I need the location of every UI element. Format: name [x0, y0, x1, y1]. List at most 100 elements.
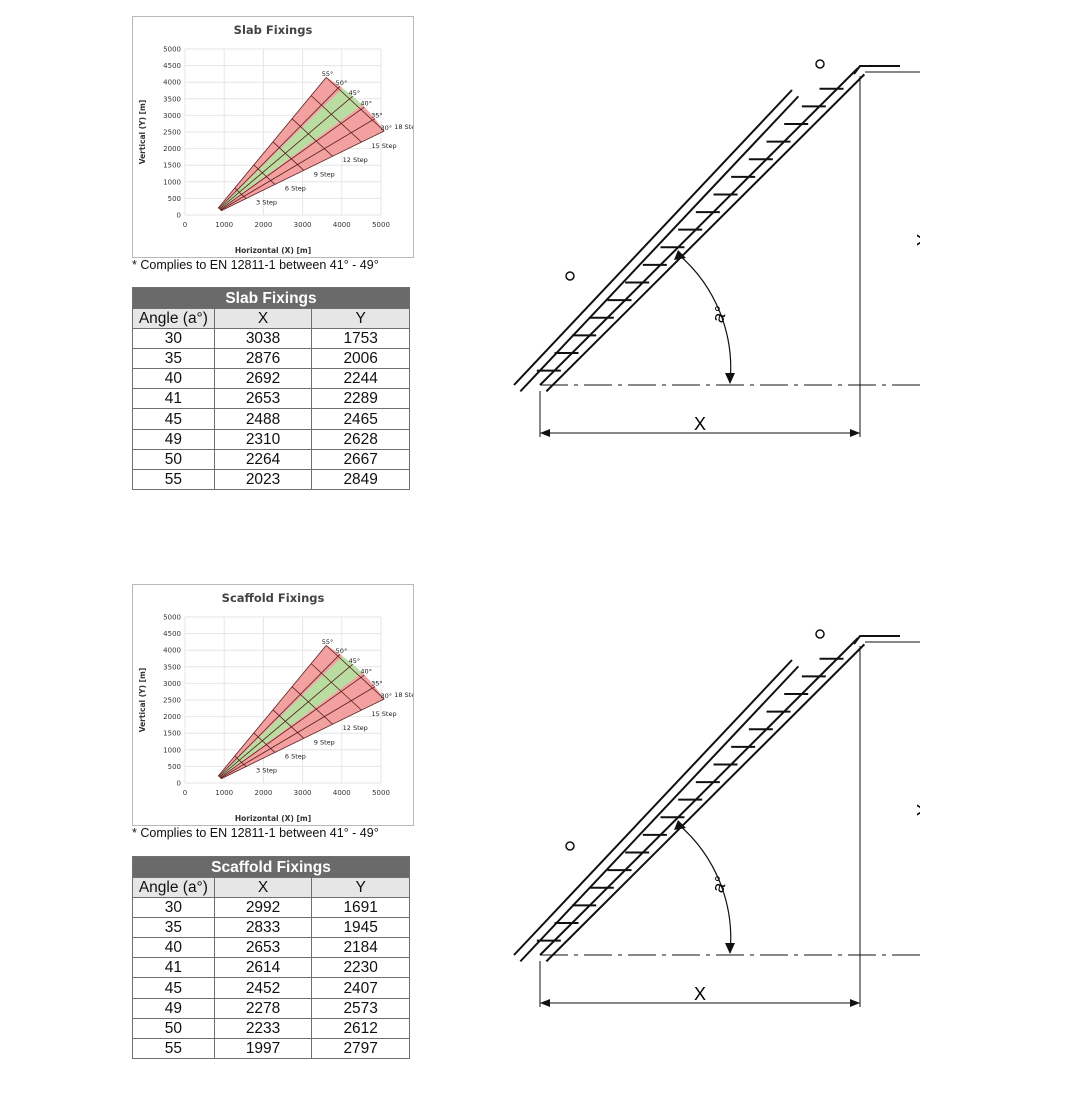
x-tick-label: 4000 [333, 221, 351, 229]
arrow-head [850, 999, 860, 1007]
diagram-angle-label: a° [708, 874, 731, 895]
x-tick-label: 1000 [215, 221, 233, 229]
y-tick-label: 2500 [163, 129, 181, 137]
scaffold-ladder-diagram: X Y a° [513, 629, 920, 1007]
arrow-head [540, 999, 550, 1007]
angle-label: 40° [360, 100, 372, 108]
cell-x: 2264 [213, 448, 313, 470]
cell-x: 2614 [213, 957, 313, 979]
scaffold-header-angle: Angle (a°) [132, 876, 215, 899]
top-fixing [853, 65, 900, 75]
arrow-head [674, 820, 686, 830]
x-tick-label: 1000 [215, 789, 233, 797]
angle-label: 40° [360, 668, 372, 676]
step-label: 9 Step [314, 738, 335, 746]
step-label: 9 Step [314, 170, 335, 178]
ladder-rail [519, 95, 800, 393]
cell-angle: 45 [132, 977, 215, 999]
step-line [325, 645, 385, 700]
step-label: 15 Step [371, 710, 396, 718]
cell-x: 2233 [213, 1017, 313, 1039]
cell-x: 2488 [213, 408, 313, 430]
cell-y: 2006 [311, 348, 410, 370]
table-row: 41 2614 2230 [132, 957, 410, 979]
y-tick-label: 2500 [163, 697, 181, 705]
y-tick-label: 4000 [163, 647, 181, 655]
step-line [253, 164, 276, 185]
angle-line [219, 106, 365, 210]
cell-y: 1945 [311, 917, 410, 939]
arrow-head [540, 429, 550, 437]
cell-angle: 55 [132, 468, 215, 490]
top-fixing [853, 635, 900, 645]
noncompliant-region [219, 672, 385, 779]
table-row: 45 2488 2465 [132, 408, 410, 430]
y-axis-label: Vertical (Y) [m] [138, 668, 147, 733]
hinge-icon [565, 841, 575, 851]
slab-compliance-note: * Complies to EN 12811-1 between 41° - 4… [132, 258, 379, 272]
step-label: 18 Step [394, 691, 413, 699]
step-label: 12 Step [343, 724, 368, 732]
angle-line [220, 130, 385, 212]
cell-angle: 41 [132, 388, 215, 410]
scaffold-table: Scaffold Fixings Angle (a°) X Y 30 2992 16… [132, 856, 410, 1059]
y-axis-label: Vertical (Y) [m] [138, 100, 147, 165]
y-tick-label: 5000 [163, 614, 181, 622]
cell-angle: 49 [132, 428, 215, 450]
arrow-head [725, 373, 735, 384]
step-line [234, 187, 247, 199]
step-line [291, 686, 333, 725]
angle-line [219, 95, 353, 210]
angle-line [220, 698, 385, 780]
ladder-rail [513, 659, 793, 956]
y-tick-label: 1500 [163, 162, 181, 170]
step-label: 12 Step [343, 156, 368, 164]
angle-label: 55° [322, 638, 334, 646]
slab-header-y: Y [311, 307, 410, 330]
angle-label: 30° [380, 692, 392, 700]
x-tick-label: 4000 [333, 789, 351, 797]
noncompliant-region [218, 645, 343, 777]
cell-y: 2244 [311, 368, 410, 390]
cell-x: 2310 [213, 428, 313, 450]
cell-angle: 41 [132, 957, 215, 979]
cell-y: 2184 [311, 937, 410, 959]
angle-label: 55° [322, 70, 334, 78]
y-tick-label: 500 [168, 195, 181, 203]
cell-angle: 50 [132, 1017, 215, 1039]
scaffold-chart-svg: Scaffold Fixings 0 1000 2000 3000 4000 5000 0 50… [138, 591, 413, 823]
table-row: 30 2992 1691 [132, 897, 410, 919]
slab-section: Slab Fixings 0 1000 2000 3000 4000 5000 0 500 100… [0, 0, 1080, 540]
table-row: 40 2692 2244 [132, 368, 410, 390]
cell-y: 2797 [311, 1037, 410, 1059]
step-label: 3 Step [256, 767, 277, 775]
step-label: 3 Step [256, 199, 277, 207]
arrow-head [674, 250, 686, 260]
cell-y: 2667 [311, 448, 410, 470]
cell-x: 2653 [213, 388, 313, 410]
cell-x: 1997 [213, 1037, 313, 1059]
slab-ladder-diagram: X Y a° [513, 59, 920, 437]
scaffold-header-y: Y [311, 876, 410, 899]
table-row: 35 2876 2006 [132, 348, 410, 370]
step-label: 6 Step [285, 752, 306, 760]
cell-x: 2278 [213, 997, 313, 1019]
step-line [310, 663, 362, 711]
cell-angle: 40 [132, 368, 215, 390]
step-line [310, 95, 362, 143]
x-axis-label: Horizontal (X) [m] [235, 246, 311, 255]
angle-line [217, 77, 327, 209]
noncompliant-region [218, 77, 343, 209]
hinge-icon [815, 59, 825, 69]
cell-y: 2465 [311, 408, 410, 430]
diagram-angle-label: a° [708, 304, 731, 325]
scaffold-compliance-note: * Complies to EN 12811-1 between 41° - 4… [132, 826, 379, 840]
cell-angle: 35 [132, 917, 215, 939]
cell-y: 2573 [311, 997, 410, 1019]
cell-y: 2612 [311, 1017, 410, 1039]
ladder-rail [545, 73, 866, 393]
y-tick-label: 500 [168, 763, 181, 771]
angle-line [219, 674, 365, 778]
step-label: 18 Step [394, 123, 413, 131]
cell-angle: 30 [132, 328, 215, 350]
